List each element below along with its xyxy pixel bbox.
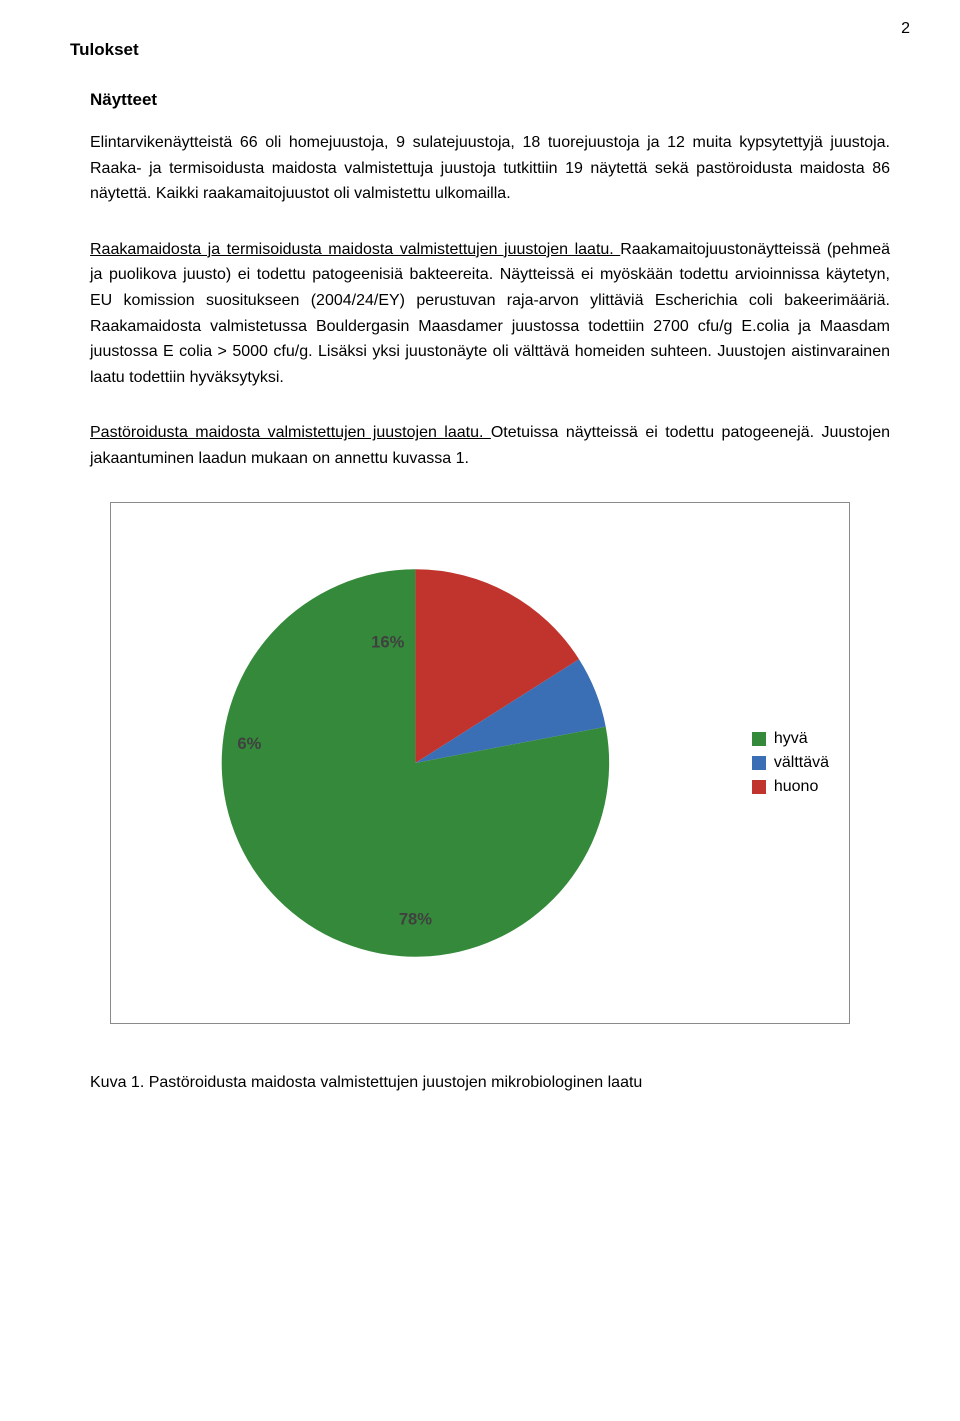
paragraph-pasteurised: Pastöroidusta maidosta valmistettujen ju…	[90, 420, 890, 471]
legend-label: välttävä	[774, 754, 829, 772]
paragraph-samples: Elintarvikenäytteistä 66 oli homejuustoj…	[90, 130, 890, 207]
para2-rest: Raakamaitojuusto­näytteissä (pehmeä ja p…	[90, 241, 890, 386]
pie-legend: hyvä välttävä huono	[752, 724, 829, 802]
paragraph-raw-milk: Raakamaidosta ja termisoidusta maidosta …	[90, 237, 890, 391]
pie-label-välttävä: 6%	[237, 734, 261, 753]
pie-chart-container: 16% 6% 78% hyvä välttävä huono	[110, 502, 850, 1024]
legend-swatch	[752, 732, 766, 746]
legend-item-hyvä: hyvä	[752, 730, 829, 748]
pie-chart: 16% 6% 78%	[111, 503, 849, 1023]
subsection-title: Näytteet	[90, 90, 890, 110]
legend-swatch	[752, 756, 766, 770]
pie-label-hyvä: 78%	[399, 909, 432, 928]
legend-label: hyvä	[774, 730, 808, 748]
para2-lead: Raakamaidosta ja termisoidusta maidosta …	[90, 241, 620, 258]
figure-caption: Kuva 1. Pastöroidusta maidosta valmistet…	[90, 1074, 890, 1092]
page: 2 Tulokset Näytteet Elintarvikenäytteist…	[0, 0, 960, 1421]
page-number: 2	[901, 20, 910, 38]
pie-label-huono: 16%	[371, 632, 404, 651]
para3-lead: Pastöroidusta maidosta valmistettujen ju…	[90, 424, 491, 441]
legend-item-välttävä: välttävä	[752, 754, 829, 772]
legend-label: huono	[774, 778, 819, 796]
legend-swatch	[752, 780, 766, 794]
section-title: Tulokset	[70, 40, 890, 60]
legend-item-huono: huono	[752, 778, 829, 796]
